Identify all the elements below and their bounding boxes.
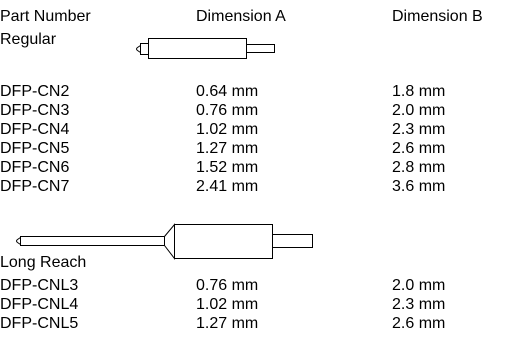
row-part-number: DFP-CNL3 [0, 277, 79, 294]
row-dimension-a: 1.52 mm [196, 159, 259, 176]
row-part-number: DFP-CN3 [0, 102, 70, 119]
row-part-number: DFP-CN2 [0, 83, 70, 100]
section-title-regular: Regular [0, 31, 57, 48]
solder-tip-long-reach-icon [16, 223, 313, 260]
row-dimension-a: 0.76 mm [196, 102, 259, 119]
row-dimension-b: 2.3 mm [392, 121, 446, 138]
row-dimension-b: 2.3 mm [392, 296, 446, 313]
row-dimension-a: 0.64 mm [196, 83, 259, 100]
row-dimension-a: 1.02 mm [196, 296, 259, 313]
row-dimension-b: 2.8 mm [392, 159, 446, 176]
row-part-number: DFP-CNL4 [0, 296, 79, 313]
row-dimension-b: 2.6 mm [392, 315, 446, 332]
row-part-number: DFP-CN4 [0, 121, 70, 138]
row-part-number: DFP-CN5 [0, 140, 70, 157]
row-dimension-b: 3.6 mm [392, 178, 446, 195]
row-part-number: DFP-CNL5 [0, 315, 79, 332]
row-dimension-b: 1.8 mm [392, 83, 446, 100]
header-part-number: Part Number [0, 8, 91, 25]
row-dimension-a: 1.27 mm [196, 315, 259, 332]
row-dimension-b: 2.0 mm [392, 277, 446, 294]
row-dimension-a: 2.41 mm [196, 178, 259, 195]
row-dimension-a: 0.76 mm [196, 277, 259, 294]
solder-tip-regular-icon [136, 38, 275, 59]
row-dimension-b: 2.6 mm [392, 140, 446, 157]
row-part-number: DFP-CN7 [0, 178, 70, 195]
row-dimension-a: 1.02 mm [196, 121, 259, 138]
header-dimension-b: Dimension B [392, 8, 483, 25]
row-dimension-a: 1.27 mm [196, 140, 259, 157]
section-title-long-reach: Long Reach [0, 254, 87, 271]
row-part-number: DFP-CN6 [0, 159, 70, 176]
row-dimension-b: 2.0 mm [392, 102, 446, 119]
header-dimension-a: Dimension A [196, 8, 286, 25]
